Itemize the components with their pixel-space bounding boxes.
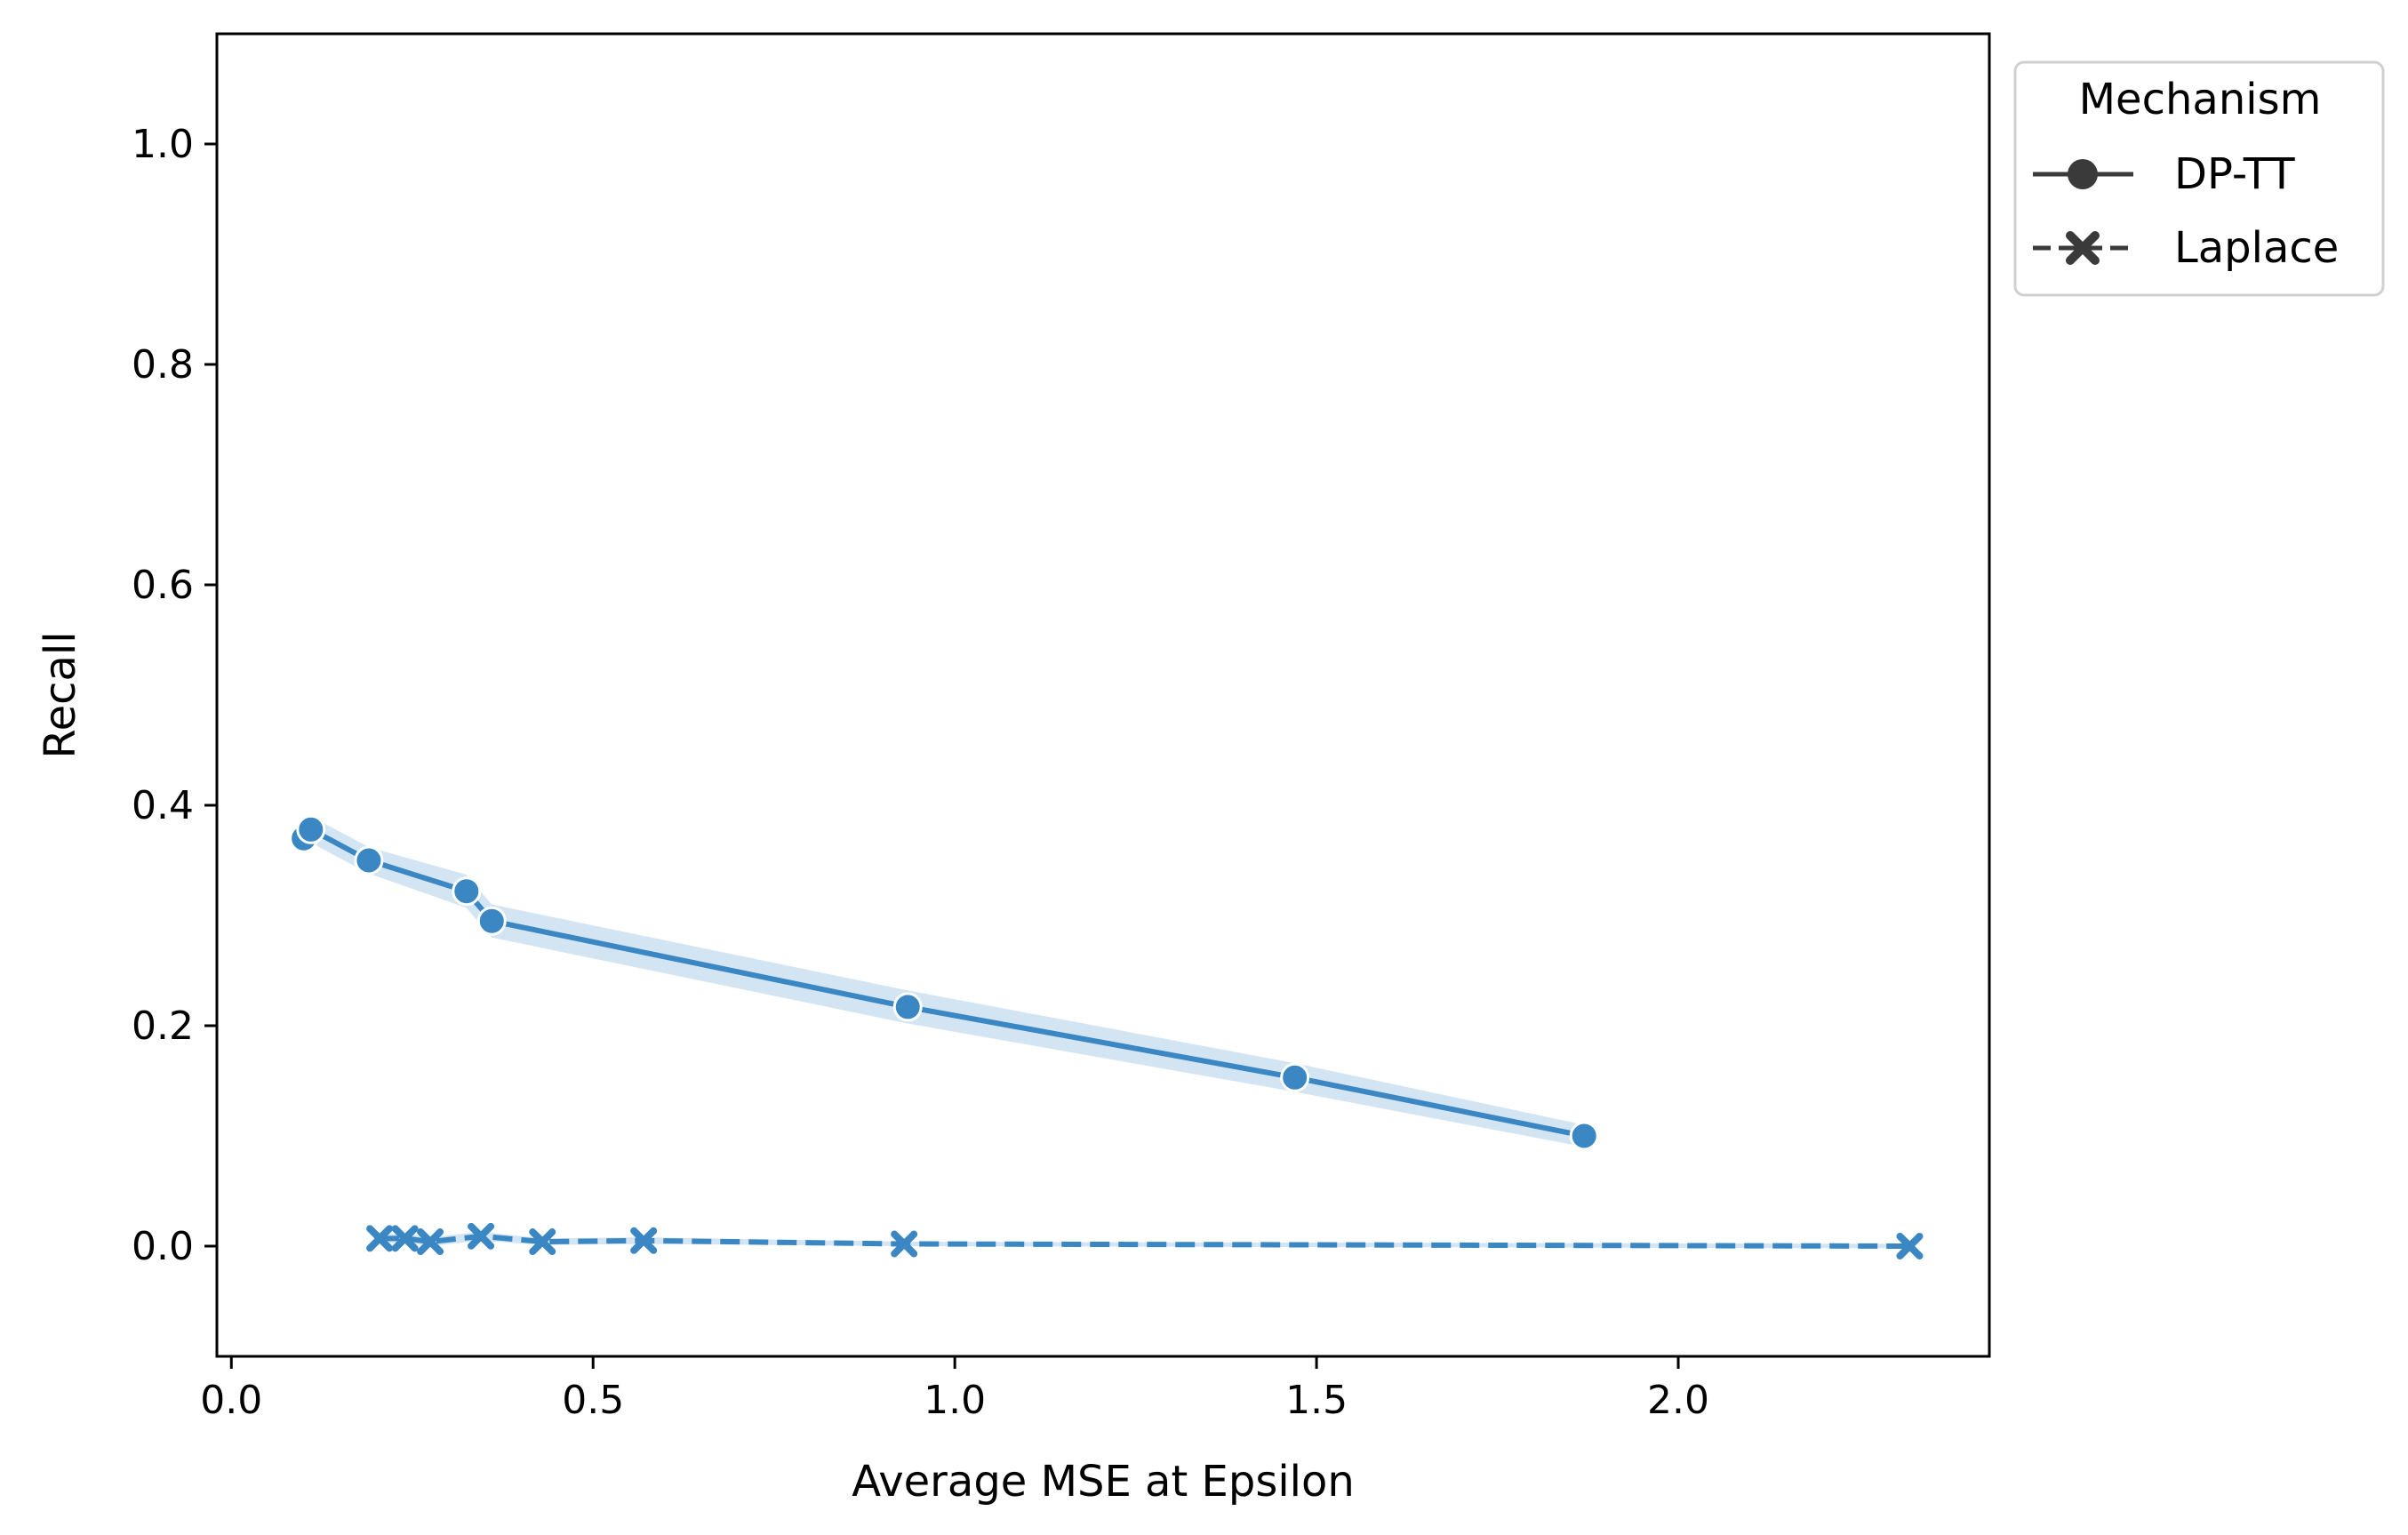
x-tick-label: 1.5 xyxy=(1285,1378,1348,1423)
data-point-dp-tt xyxy=(296,814,326,844)
series-dp-tt xyxy=(289,814,1599,1151)
data-point-dp-tt xyxy=(1569,1121,1599,1151)
y-axis-title: Recall xyxy=(36,631,85,758)
x-tick-label: 2.0 xyxy=(1647,1378,1709,1423)
legend-marker-laplace xyxy=(2066,231,2100,265)
data-point-laplace xyxy=(391,1225,419,1252)
legend-label-laplace: Laplace xyxy=(2174,223,2339,273)
data-point-dp-tt xyxy=(476,906,507,936)
legend-box xyxy=(2013,60,2385,297)
confidence-band-dp-tt xyxy=(303,816,1585,1147)
x-tick-label: 1.0 xyxy=(924,1378,986,1423)
legend-label-dp-tt: DP-TT xyxy=(2174,149,2295,199)
data-point-laplace xyxy=(1896,1233,1924,1259)
legend: Mechanism DP-TT Laplace xyxy=(2013,60,2385,297)
data-point-dp-tt xyxy=(354,845,384,875)
data-point-laplace xyxy=(891,1230,918,1258)
x-axis: 0.0 0.5 1.0 1.5 2.0 xyxy=(200,1356,1709,1423)
y-tick-label: 1.0 xyxy=(132,122,194,167)
data-point-laplace xyxy=(366,1225,394,1252)
y-tick-label: 0.6 xyxy=(132,563,194,608)
data-point-dp-tt xyxy=(1280,1062,1310,1092)
data-point-laplace xyxy=(529,1228,556,1256)
y-tick-label: 0.4 xyxy=(132,783,194,828)
y-axis: 0.0 0.2 0.4 0.6 0.8 1.0 xyxy=(132,122,217,1269)
y-tick-label: 0.8 xyxy=(132,342,194,388)
legend-marker-dp-tt xyxy=(2068,159,2098,189)
data-point-laplace xyxy=(630,1227,658,1254)
x-axis-title: Average MSE at Epsilon xyxy=(852,1457,1355,1507)
series-layer xyxy=(289,814,1924,1259)
data-point-laplace xyxy=(417,1228,444,1256)
y-tick-label: 0.0 xyxy=(132,1224,194,1269)
series-laplace xyxy=(366,1222,1924,1259)
x-tick-label: 0.0 xyxy=(200,1378,262,1423)
legend-title: Mechanism xyxy=(2079,75,2322,124)
plot-area xyxy=(217,34,1989,1356)
legend-entry-dp-tt: DP-TT xyxy=(2033,149,2295,199)
legend-entry-laplace: Laplace xyxy=(2033,223,2339,273)
data-point-dp-tt xyxy=(452,876,482,907)
plot-frame xyxy=(215,32,1991,1358)
y-tick-label: 0.2 xyxy=(132,1003,194,1049)
data-point-laplace xyxy=(468,1222,495,1250)
data-point-dp-tt xyxy=(892,992,923,1022)
x-tick-label: 0.5 xyxy=(562,1378,624,1423)
